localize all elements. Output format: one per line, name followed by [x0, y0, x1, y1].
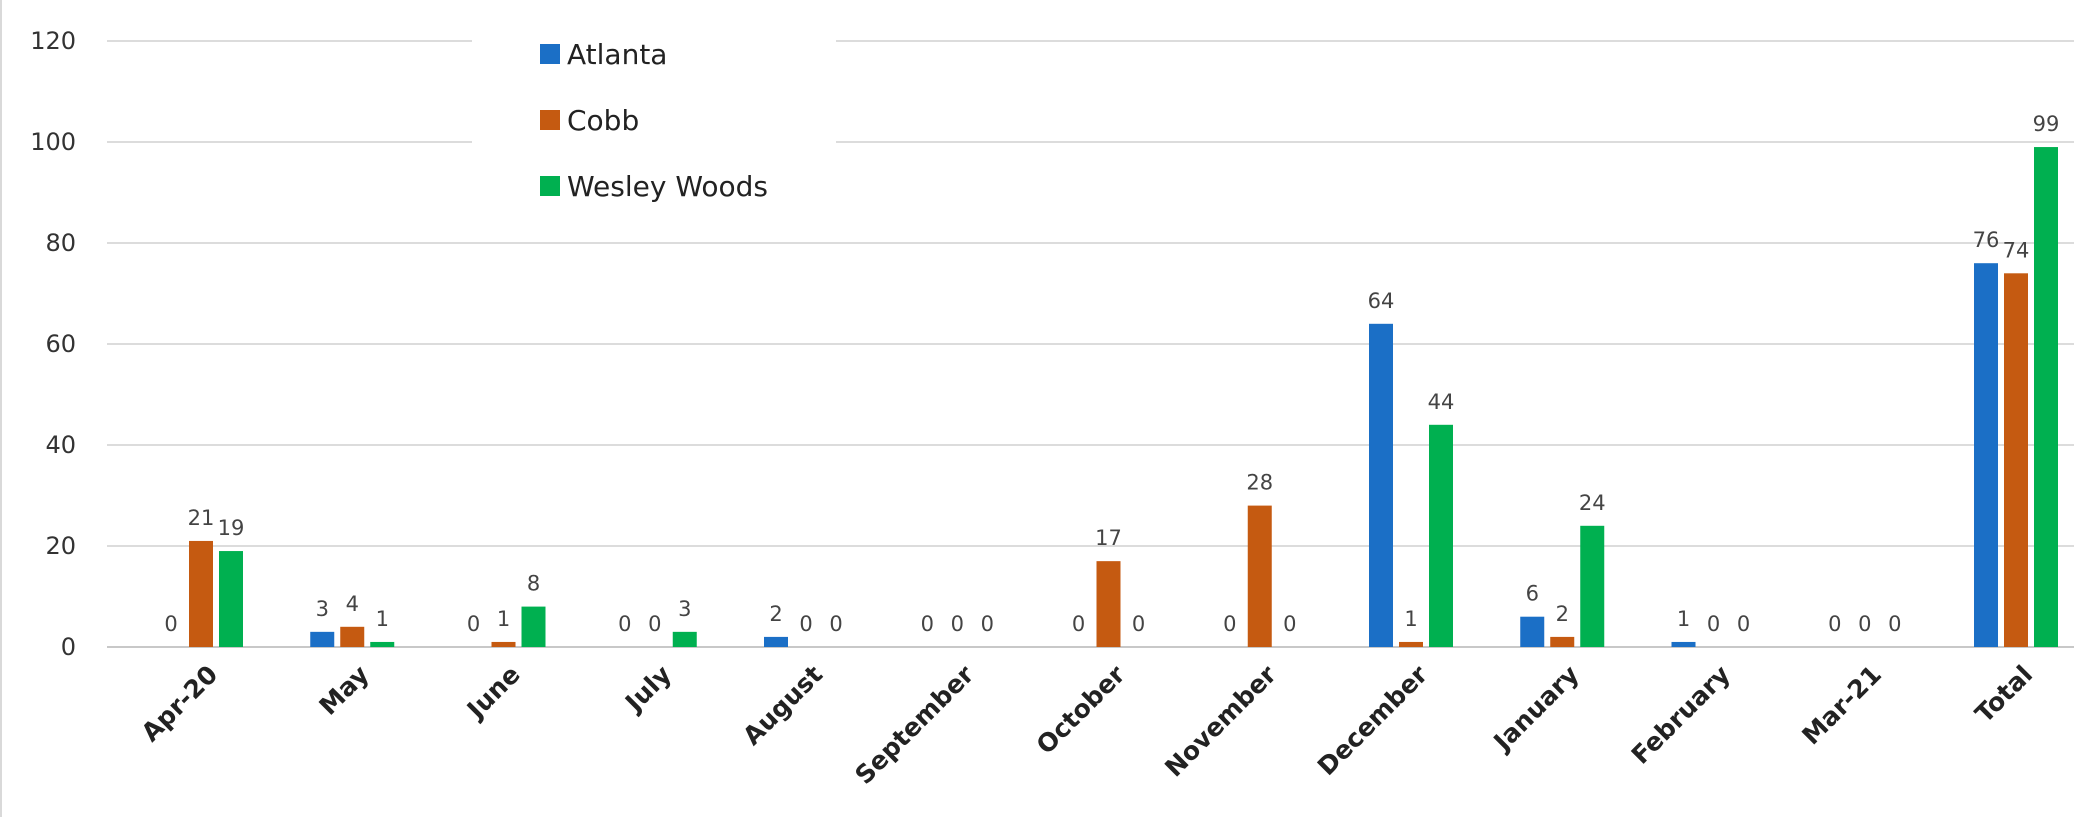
bar	[1399, 641, 1423, 647]
data-label: 2	[769, 602, 782, 626]
data-label: 0	[981, 612, 994, 636]
x-tick-label: August	[737, 660, 828, 751]
bar	[1580, 525, 1605, 647]
bar	[491, 641, 516, 647]
data-label: 0	[1707, 612, 1720, 636]
x-tick-label: September	[849, 659, 980, 790]
bar	[1247, 505, 1272, 647]
bar	[310, 631, 335, 647]
data-label: 3	[316, 597, 329, 621]
x-tick-label: November	[1159, 659, 1282, 782]
legend-label: Atlanta	[567, 38, 667, 71]
bar	[1096, 561, 1121, 647]
data-label: 17	[1095, 526, 1122, 550]
x-tick-label: Apr-20	[136, 660, 224, 748]
legend-swatch	[540, 44, 560, 64]
data-label: 3	[678, 597, 691, 621]
legend-background	[472, 24, 836, 224]
y-tick-label: 0	[61, 633, 76, 661]
legend-label: Cobb	[567, 104, 639, 137]
data-label: 0	[1132, 612, 1145, 636]
data-label: 44	[1428, 390, 1455, 414]
legend-label: Wesley Woods	[567, 170, 768, 203]
x-tick-label: July	[618, 660, 677, 719]
bars	[189, 147, 2058, 648]
x-tick-label: Total	[1969, 660, 2038, 729]
data-label: 0	[1223, 612, 1236, 636]
bar	[1520, 616, 1545, 647]
data-label: 0	[1283, 612, 1296, 636]
data-label: 0	[799, 612, 812, 636]
data-label: 21	[188, 506, 215, 530]
bar	[521, 606, 546, 647]
bar	[1974, 263, 1998, 647]
bar	[370, 641, 395, 647]
data-label: 0	[1072, 612, 1085, 636]
bar	[2034, 147, 2058, 648]
bar	[189, 540, 213, 647]
x-tick-label: October	[1031, 659, 1131, 759]
data-label: 0	[1858, 612, 1871, 636]
data-label: 1	[1404, 607, 1417, 631]
data-label: 74	[2003, 238, 2030, 262]
data-label: 76	[1973, 228, 2000, 252]
data-label: 0	[1737, 612, 1750, 636]
data-label: 6	[1526, 582, 1539, 606]
data-label: 2	[1556, 602, 1569, 626]
legend: Atlanta Cobb Wesley Woods	[472, 24, 836, 224]
data-label: 0	[1888, 612, 1901, 636]
bar	[672, 631, 697, 647]
x-tick-label: May	[313, 660, 374, 721]
x-tick-label: December	[1312, 659, 1434, 781]
bar	[219, 551, 243, 647]
legend-swatch	[540, 110, 560, 130]
data-label: 0	[951, 612, 964, 636]
bar	[764, 636, 788, 647]
x-tick-label: January	[1487, 660, 1585, 758]
data-label: 1	[1677, 607, 1690, 631]
y-tick-label: 20	[45, 532, 76, 560]
data-label: 0	[618, 612, 631, 636]
bar	[2004, 273, 2028, 647]
data-label: 0	[164, 612, 177, 636]
data-label: 19	[218, 516, 245, 540]
x-tick-label: February	[1626, 660, 1736, 770]
data-label: 0	[829, 612, 842, 636]
legend-swatch	[540, 176, 560, 196]
data-label: 28	[1246, 471, 1273, 495]
bar	[1369, 323, 1393, 647]
data-label: 0	[648, 612, 661, 636]
y-tick-label: 40	[45, 431, 76, 459]
y-tick-label: 100	[30, 128, 76, 156]
data-label: 8	[527, 572, 540, 596]
x-tick-label: June	[460, 660, 526, 726]
y-tick-label: 120	[30, 27, 76, 55]
data-label: 4	[346, 592, 359, 616]
bar	[1550, 636, 1575, 647]
data-label: 24	[1579, 491, 1606, 515]
data-label: 0	[467, 612, 480, 636]
x-tick-label: Mar-21	[1796, 660, 1887, 751]
data-label: 1	[376, 607, 389, 631]
data-label: 99	[2033, 112, 2060, 136]
data-label: 1	[497, 607, 510, 631]
y-tick-label: 60	[45, 330, 76, 358]
bar	[1429, 424, 1453, 647]
data-label: 0	[921, 612, 934, 636]
gridlines	[107, 40, 2074, 648]
bar	[340, 626, 365, 647]
bar	[1671, 641, 1696, 647]
data-label: 64	[1368, 289, 1395, 313]
data-label: 0	[1828, 612, 1841, 636]
y-tick-label: 80	[45, 229, 76, 257]
